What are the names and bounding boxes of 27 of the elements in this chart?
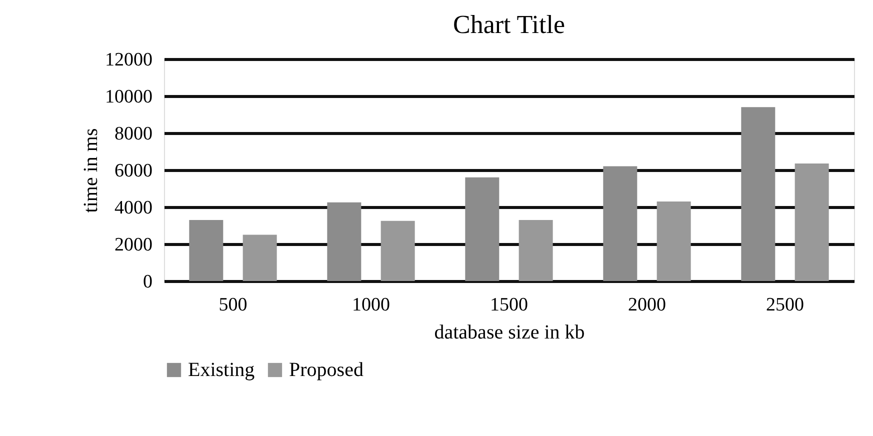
chart-title: Chart Title — [453, 10, 565, 39]
bar — [603, 166, 638, 281]
bar — [741, 107, 776, 281]
x-tick-label: 1500 — [490, 294, 528, 316]
bar — [189, 220, 224, 281]
y-tick-label: 6000 — [114, 160, 152, 182]
y-tick-label: 4000 — [114, 198, 152, 218]
x-tick-label: 500 — [218, 294, 248, 316]
x-tick-label: 2000 — [628, 294, 666, 316]
y-tick-label: 0 — [143, 272, 152, 292]
y-tick-label: 12000 — [105, 50, 152, 70]
bar — [794, 164, 829, 281]
y-tick-label: 8000 — [114, 124, 152, 144]
x-tick-label: 2500 — [766, 294, 804, 316]
legend-label: Proposed — [289, 359, 364, 381]
bar — [380, 220, 415, 281]
bar — [518, 220, 553, 281]
x-axis-title: database size in kb — [434, 322, 585, 344]
y-tick-label: 2000 — [114, 234, 152, 256]
x-tick-label: 1000 — [352, 294, 390, 316]
legend-label: Existing — [188, 359, 255, 381]
y-axis-title: time in ms — [80, 128, 102, 213]
bar — [242, 234, 277, 281]
bar — [327, 202, 362, 281]
y-tick-label: 10000 — [105, 86, 152, 108]
bar — [465, 177, 500, 281]
bar — [656, 201, 691, 281]
